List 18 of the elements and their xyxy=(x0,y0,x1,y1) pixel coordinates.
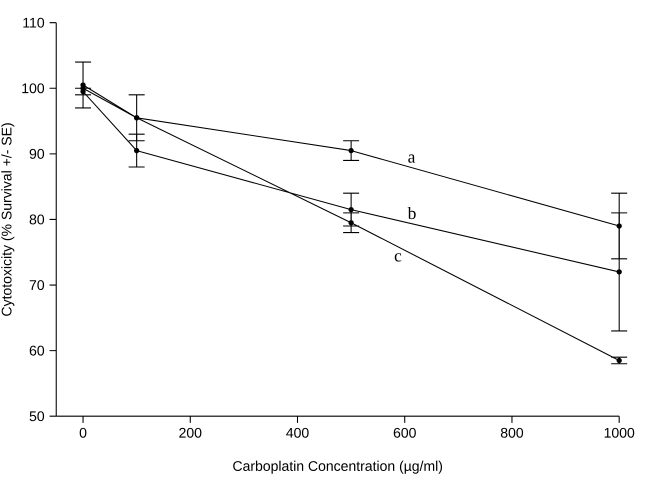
series-label: c xyxy=(394,253,402,262)
x-tick-label: 600 xyxy=(394,428,416,438)
x-tick-label: 800 xyxy=(500,428,524,438)
series-label: b xyxy=(408,206,416,220)
y-tick-label: 110 xyxy=(23,18,44,28)
x-tick-label: 0 xyxy=(80,428,86,438)
y-tick-label: 70 xyxy=(30,280,44,290)
x-tick-label: 400 xyxy=(286,428,309,438)
x-tick-label: 1000 xyxy=(604,428,634,438)
y-axis-title: Cytotoxicity (% Survival +/- SE) xyxy=(1,123,14,316)
x-tick-label: 200 xyxy=(179,428,202,438)
x-axis-title: Carboplatin Concentration (µg/ml) xyxy=(233,460,442,474)
y-tick-label: 100 xyxy=(22,83,44,94)
y-tick-label: 60 xyxy=(30,346,44,356)
y-tick-label: 90 xyxy=(30,148,44,159)
series-label: a xyxy=(408,154,416,163)
y-tick-label: 80 xyxy=(30,214,44,224)
y-tick-label: 50 xyxy=(30,411,44,422)
